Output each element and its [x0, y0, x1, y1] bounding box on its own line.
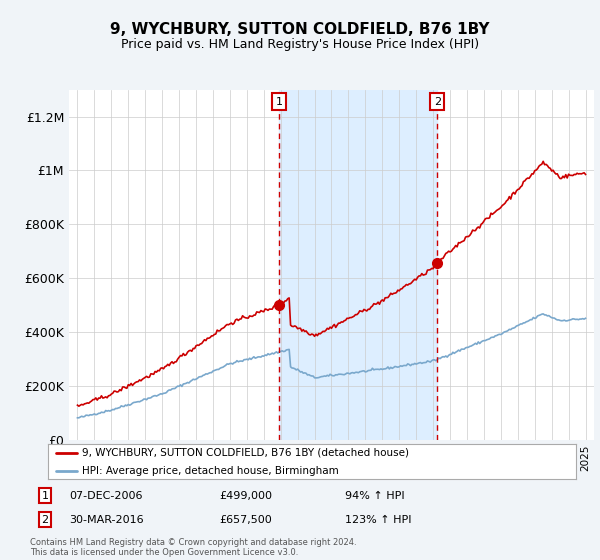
Bar — [279, 90, 437, 440]
Text: HPI: Average price, detached house, Birmingham: HPI: Average price, detached house, Birm… — [82, 466, 339, 476]
Text: 1: 1 — [276, 97, 283, 106]
Text: 94% ↑ HPI: 94% ↑ HPI — [345, 491, 404, 501]
Text: 1: 1 — [41, 491, 49, 501]
Text: 07-DEC-2006: 07-DEC-2006 — [69, 491, 143, 501]
Text: £499,000: £499,000 — [219, 491, 272, 501]
Text: 9, WYCHBURY, SUTTON COLDFIELD, B76 1BY (detached house): 9, WYCHBURY, SUTTON COLDFIELD, B76 1BY (… — [82, 448, 409, 458]
Text: 2: 2 — [434, 97, 441, 106]
Text: 123% ↑ HPI: 123% ↑ HPI — [345, 515, 412, 525]
Text: £657,500: £657,500 — [219, 515, 272, 525]
Text: Contains HM Land Registry data © Crown copyright and database right 2024.
This d: Contains HM Land Registry data © Crown c… — [30, 538, 356, 557]
Text: 2: 2 — [41, 515, 49, 525]
Text: Price paid vs. HM Land Registry's House Price Index (HPI): Price paid vs. HM Land Registry's House … — [121, 38, 479, 50]
Text: 9, WYCHBURY, SUTTON COLDFIELD, B76 1BY: 9, WYCHBURY, SUTTON COLDFIELD, B76 1BY — [110, 22, 490, 38]
Text: 30-MAR-2016: 30-MAR-2016 — [69, 515, 143, 525]
